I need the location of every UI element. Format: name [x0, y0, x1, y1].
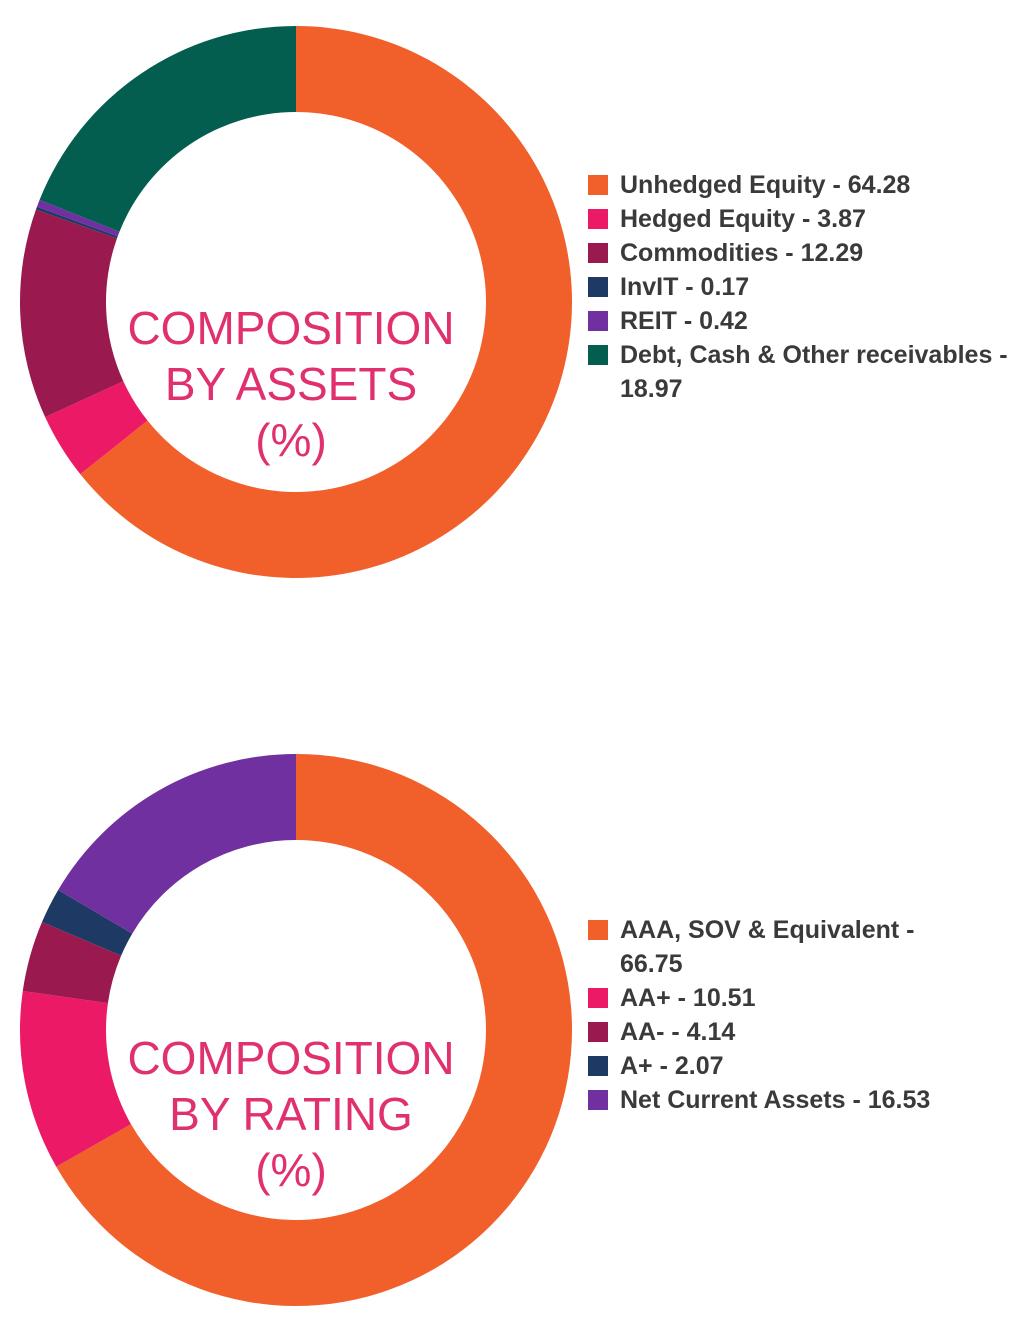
- legend-item: A+ - 2.07: [588, 1049, 1013, 1083]
- legend-swatch: [588, 1090, 608, 1110]
- legend-item: InvIT - 0.17: [588, 270, 1013, 304]
- rating-slice-a: [42, 889, 133, 956]
- assets-slice-debt-cash-other-receivables: [39, 26, 296, 232]
- legend-item: REIT - 0.42: [588, 304, 1013, 338]
- legend-swatch: [588, 277, 608, 297]
- assets-title-line-3: (%): [255, 414, 327, 466]
- legend-item: Debt, Cash & Other receivables - 18.97: [588, 338, 1013, 406]
- assets-title-line-2: BY ASSETS: [164, 358, 418, 410]
- assets-slice-commodities: [19, 209, 124, 418]
- legend-swatch: [588, 311, 608, 331]
- assets-slice-unhedged-equity: [80, 26, 572, 578]
- legend-swatch: [588, 243, 608, 263]
- legend-item: Commodities - 12.29: [588, 236, 1013, 270]
- assets-donut-svg: [19, 26, 572, 578]
- assets-donut-chart: COMPOSITION BY ASSETS (%) Unhedged Equit…: [0, 0, 1018, 620]
- rating-title-line-3: (%): [255, 1144, 327, 1196]
- legend-label: A+ - 2.07: [620, 1052, 724, 1080]
- rating-title-line-1: COMPOSITION: [127, 1032, 455, 1084]
- legend-label: Hedged Equity - 3.87: [620, 205, 866, 233]
- legend-swatch: [588, 345, 608, 365]
- legend-item: AAA, SOV & Equivalent - 66.75: [588, 913, 1013, 981]
- rating-center-title: COMPOSITION BY RATING (%): [96, 1030, 486, 1198]
- legend-label: REIT - 0.42: [620, 307, 748, 335]
- legend-swatch: [588, 1022, 608, 1042]
- assets-slice-invit: [35, 206, 118, 239]
- rating-slice-aa: [20, 990, 131, 1167]
- rating-legend: AAA, SOV & Equivalent - 66.75 AA+ - 10.5…: [588, 913, 1013, 1117]
- legend-item: AA+ - 10.51: [588, 981, 1013, 1015]
- assets-slice-hedged-equity: [45, 381, 148, 475]
- rating-title-line-2: BY RATING: [169, 1088, 413, 1140]
- assets-legend: Unhedged Equity - 64.28 Hedged Equity - …: [588, 168, 1013, 406]
- legend-label: AAA, SOV & Equivalent - 66.75: [620, 916, 915, 978]
- assets-title-line-1: COMPOSITION: [127, 302, 455, 354]
- legend-item: AA- - 4.14: [588, 1015, 1013, 1049]
- rating-donut-svg: [20, 754, 573, 1306]
- legend-label: Commodities - 12.29: [620, 239, 864, 267]
- assets-center-title: COMPOSITION BY ASSETS (%): [96, 300, 486, 468]
- rating-donut-chart: COMPOSITION BY RATING (%) AAA, SOV & Equ…: [0, 728, 1018, 1321]
- legend-label: Net Current Assets - 16.53: [620, 1086, 931, 1114]
- legend-label: AA+ - 10.51: [620, 984, 756, 1012]
- rating-slice-net-current-assets: [58, 754, 297, 934]
- rating-slice-aa: [22, 921, 122, 1004]
- legend-swatch: [588, 988, 608, 1008]
- legend-swatch: [588, 175, 608, 195]
- legend-label: AA- - 4.14: [620, 1018, 736, 1046]
- legend-label: Debt, Cash & Other receivables - 18.97: [620, 341, 1008, 403]
- legend-label: Unhedged Equity - 64.28: [620, 171, 911, 199]
- legend-item: Hedged Equity - 3.87: [588, 202, 1013, 236]
- legend-swatch: [588, 209, 608, 229]
- legend-item: Unhedged Equity - 64.28: [588, 168, 1013, 202]
- legend-item: Net Current Assets - 16.53: [588, 1083, 1013, 1117]
- assets-slice-reit: [36, 199, 120, 237]
- rating-slice-aaa-sov-equivalent: [56, 754, 573, 1306]
- legend-swatch: [588, 1056, 608, 1076]
- legend-swatch: [588, 920, 608, 940]
- legend-label: InvIT - 0.17: [620, 273, 750, 301]
